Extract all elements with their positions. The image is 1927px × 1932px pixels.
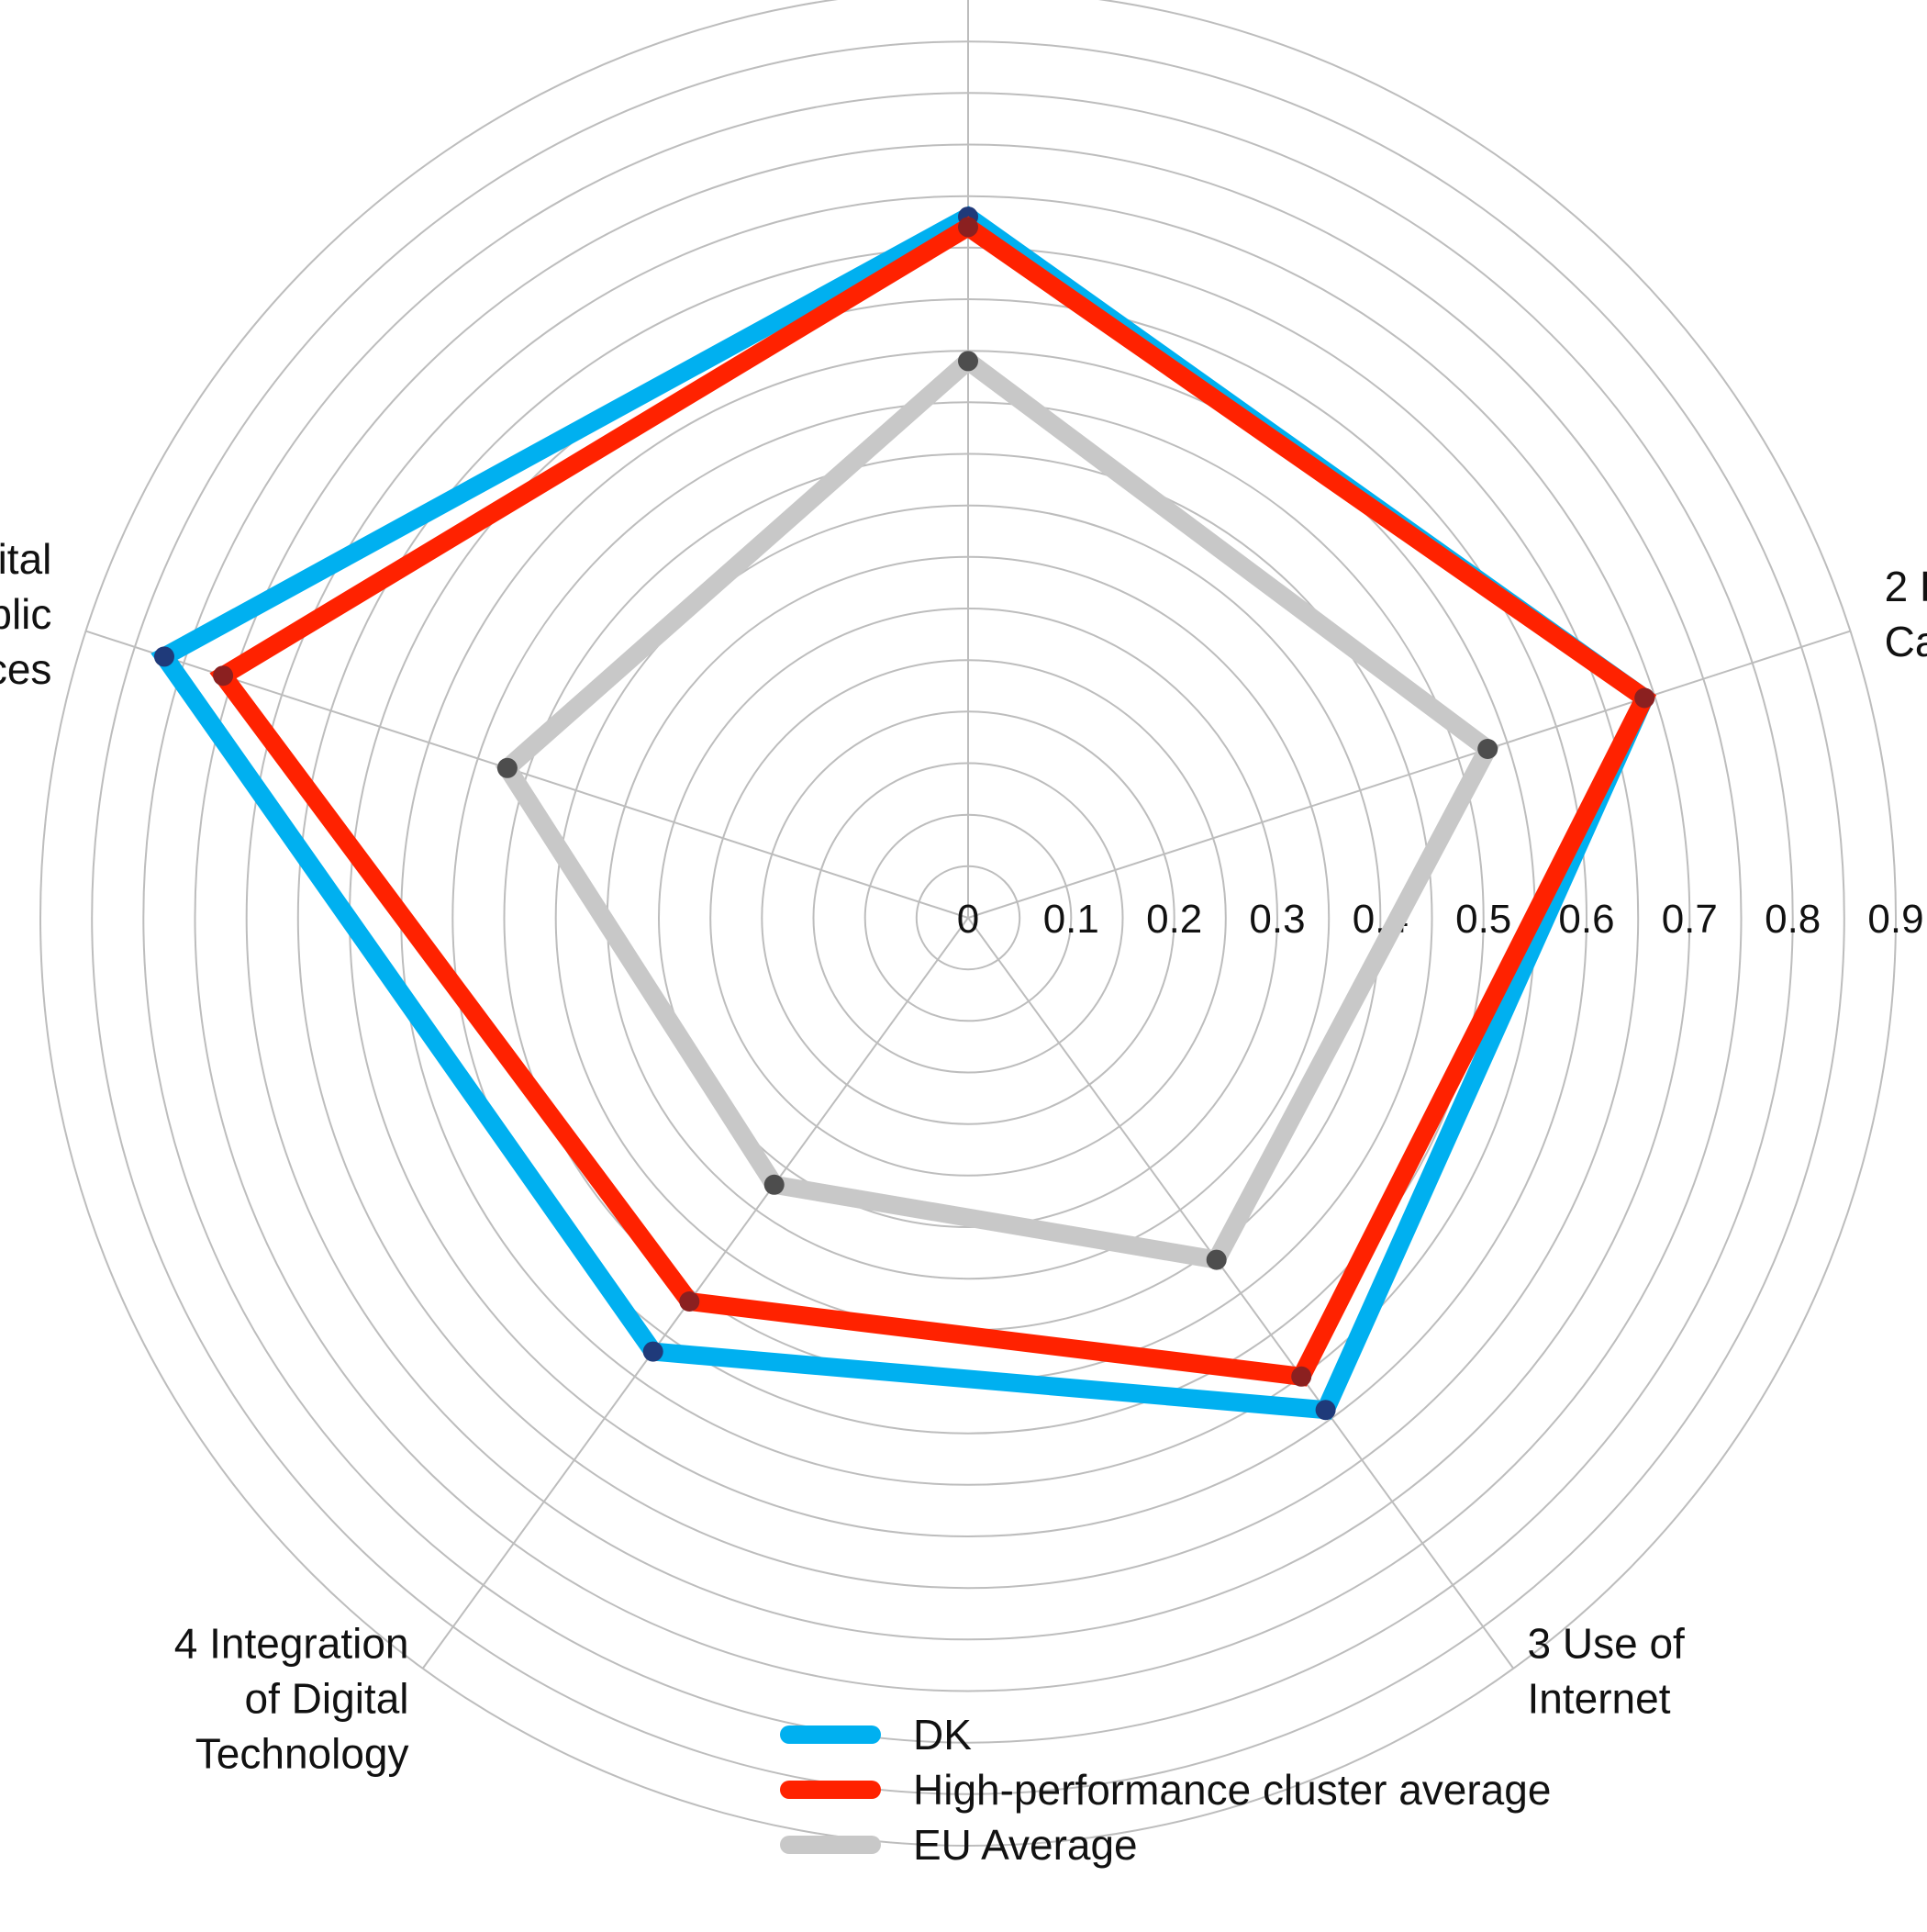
tick-label: 0.5 [1455,897,1511,942]
legend-label: EU Average [913,1821,1138,1869]
legend-label: DK [913,1711,972,1759]
data-point [496,757,518,778]
axis-label: Services [0,645,51,693]
axis-spoke [967,630,1851,919]
axis-labels: 1 Connectivity2 HumanCapital3 Use ofInte… [0,535,1927,1778]
legend-item: High-performance cluster average [780,1766,1551,1814]
legend: DK High-performance cluster average EU Ave… [780,1711,1551,1869]
data-point [1315,1400,1336,1421]
data-point [1291,1366,1312,1387]
tick-label: 0 [957,897,979,942]
tick-label: 0.3 [1249,897,1305,942]
axis-label: 2 Human [1885,563,1927,610]
radial-tick-labels: 0 0.1 0.2 0.3 0.4 0.5 0.6 0.7 0.8 0.9 [957,897,1924,942]
axis-label: 4 Integration [174,1620,409,1668]
tick-label: 0.1 [1043,897,1099,942]
axis-label: of Digital [245,1675,409,1723]
data-point [1477,739,1498,759]
legend-label: High-performance cluster average [913,1766,1551,1814]
series-line [209,216,1657,1387]
tick-label: 0.9 [1867,897,1923,942]
axis-spoke [967,917,1515,1670]
tick-label: 0.8 [1765,897,1821,942]
legend-item: EU Average [780,1821,1138,1869]
axis-label: Technology [195,1730,409,1778]
data-point [958,217,978,238]
axis-label: Capital [1885,618,1927,665]
series-line [495,349,1500,1270]
data-point [1206,1249,1227,1270]
series-line [150,206,1656,1420]
series-group [495,349,1500,1270]
data-series [150,206,1657,1421]
data-point [154,646,174,667]
axis-label: 3 Use of [1528,1620,1686,1668]
tick-label: 0.6 [1558,897,1614,942]
data-point [213,665,234,687]
axis-label: Public [0,590,51,638]
data-point [958,351,978,372]
tick-label: 0.2 [1146,897,1202,942]
data-point [763,1174,785,1195]
data-point [679,1291,700,1312]
tick-label: 0.7 [1662,897,1718,942]
legend-item: DK [780,1711,972,1759]
grid-ring [39,0,1897,1847]
axis-label: 5 Digital [0,535,51,583]
data-point [1634,687,1655,709]
series-group [209,216,1657,1387]
data-point [642,1341,663,1362]
axis-label: Internet [1528,1675,1671,1723]
